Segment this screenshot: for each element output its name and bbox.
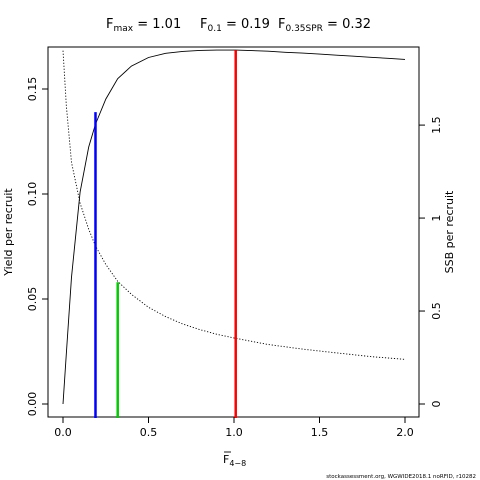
y-right-tick-label: 1 <box>430 215 443 222</box>
series-group <box>62 49 406 405</box>
y-right-tick-label: 0 <box>430 401 443 408</box>
y-left-tick-label: 0.15 <box>26 77 39 102</box>
x-tick-label: 2.0 <box>396 426 414 439</box>
reference-lines <box>94 50 237 418</box>
x-axis-label: F4−8 <box>223 451 246 468</box>
x-tick-label: 1.5 <box>311 426 329 439</box>
title-fmax: Fmax = 1.01 <box>106 17 181 34</box>
y-left-tick-label: 0.10 <box>26 182 39 207</box>
y-left-tick-label: 0.00 <box>26 392 39 417</box>
y-left-tick-label: 0.05 <box>26 287 39 312</box>
chart-title: Fmax = 1.01 F0.1 = 0.19 F0.35SPR = 0.32 <box>106 17 371 34</box>
y-axis-right: 0 0.5 1 1.5 <box>418 116 443 408</box>
title-f01: F0.1 = 0.19 <box>200 17 270 34</box>
y-axis-left-label: Yield per recruit <box>2 188 15 277</box>
footnote: stockassessment.org, WGWIDE2018.1 noRFID… <box>326 474 476 480</box>
x-tick-label: 0.5 <box>140 426 158 439</box>
x-axis: 0.0 0.5 1.0 1.5 2.0 <box>54 416 414 439</box>
y-right-tick-label: 1.5 <box>430 116 443 134</box>
x-tick-label: 1.0 <box>225 426 243 439</box>
y-axis-left: 0.00 0.05 0.10 0.15 <box>26 77 49 417</box>
y-right-tick-label: 0.5 <box>430 302 443 320</box>
plot-frame <box>47 46 420 418</box>
x-tick-label: 0.0 <box>54 426 72 439</box>
y-axis-right-label: SSB per recruit <box>443 190 456 273</box>
x-axis-label-text: F4−8 <box>223 453 246 468</box>
yield-per-recruit-line <box>62 49 406 405</box>
ssb-per-recruit-line <box>62 50 406 360</box>
title-f035spr: F0.35SPR = 0.32 <box>278 17 371 34</box>
